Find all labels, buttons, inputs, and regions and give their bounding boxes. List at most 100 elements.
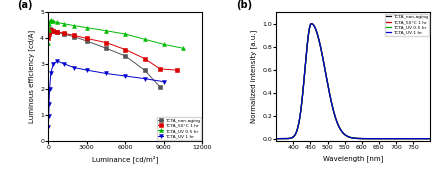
TCTA_50°C 1 hr — [71, 34, 76, 36]
TCTA_UV 0.5 hr — [141, 38, 147, 40]
TCTA_non-aging — [427, 138, 432, 140]
TCTA_50°C 1 hr — [46, 31, 52, 33]
TCTA_UV 0.5 hr — [273, 138, 278, 140]
Legend: TCTA_non-aging, TCTA_50°C 1 hr, TCTA_UV 0.5 hr, TCTA_UV 1 hr: TCTA_non-aging, TCTA_50°C 1 hr, TCTA_UV … — [384, 14, 428, 36]
TCTA_50°C 1 hr — [281, 138, 286, 140]
TCTA_non-aging — [141, 69, 147, 71]
TCTA_UV 1 hr — [71, 66, 76, 69]
TCTA_UV 1 hr — [51, 63, 56, 65]
TCTA_50°C 1 hr — [54, 31, 60, 33]
TCTA_non-aging — [103, 47, 109, 49]
TCTA_non-aging — [54, 31, 60, 33]
TCTA_50°C 1 hr — [46, 37, 51, 39]
TCTA_UV 0.5 hr — [161, 43, 166, 45]
TCTA_UV 0.5 hr — [46, 42, 51, 44]
Line: TCTA_UV 0.5 hr: TCTA_UV 0.5 hr — [46, 18, 184, 50]
TCTA_non-aging — [308, 23, 313, 25]
TCTA_UV 0.5 hr — [51, 20, 56, 22]
Line: TCTA_50°C 1 hr: TCTA_50°C 1 hr — [276, 24, 429, 139]
TCTA_50°C 1 hr — [273, 138, 278, 140]
TCTA_UV 0.5 hr — [61, 23, 66, 25]
Y-axis label: Luminous efficiency [cd/A]: Luminous efficiency [cd/A] — [28, 30, 35, 123]
TCTA_UV 0.5 hr — [46, 29, 51, 31]
TCTA_UV 1 hr — [281, 138, 286, 140]
TCTA_50°C 1 hr — [84, 37, 89, 39]
TCTA_UV 1 hr — [46, 102, 52, 105]
TCTA_UV 1 hr — [84, 69, 89, 71]
Y-axis label: Normalized Intensity [a.u.]: Normalized Intensity [a.u.] — [249, 30, 256, 123]
TCTA_UV 1 hr — [48, 72, 53, 74]
TCTA_50°C 1 hr — [48, 29, 53, 31]
TCTA_UV 0.5 hr — [180, 47, 185, 49]
TCTA_UV 0.5 hr — [47, 20, 52, 22]
TCTA_50°C 1 hr — [157, 68, 162, 70]
Line: TCTA_50°C 1 hr: TCTA_50°C 1 hr — [46, 28, 178, 72]
TCTA_non-aging — [394, 138, 399, 140]
TCTA_UV 1 hr — [273, 138, 278, 140]
TCTA_non-aging — [84, 40, 89, 42]
Text: (a): (a) — [18, 0, 33, 10]
TCTA_50°C 1 hr — [141, 57, 147, 60]
Line: TCTA_non-aging: TCTA_non-aging — [46, 27, 162, 89]
TCTA_UV 1 hr — [308, 23, 313, 25]
TCTA_50°C 1 hr — [51, 30, 56, 32]
TCTA_UV 0.5 hr — [308, 23, 313, 25]
TCTA_50°C 1 hr — [308, 23, 313, 25]
TCTA_50°C 1 hr — [173, 69, 179, 71]
TCTA_UV 0.5 hr — [71, 25, 76, 27]
TCTA_UV 1 hr — [394, 138, 399, 140]
TCTA_non-aging — [273, 138, 278, 140]
TCTA_non-aging — [48, 29, 53, 31]
TCTA_UV 0.5 hr — [122, 33, 127, 35]
TCTA_50°C 1 hr — [348, 137, 353, 139]
TCTA_non-aging — [47, 28, 52, 30]
TCTA_50°C 1 hr — [122, 49, 127, 51]
TCTA_UV 0.5 hr — [394, 138, 399, 140]
Line: TCTA_UV 0.5 hr: TCTA_UV 0.5 hr — [276, 24, 429, 139]
TCTA_UV 0.5 hr — [422, 138, 427, 140]
TCTA_UV 1 hr — [46, 126, 51, 128]
TCTA_UV 1 hr — [122, 75, 127, 77]
TCTA_UV 0.5 hr — [281, 138, 286, 140]
TCTA_UV 0.5 hr — [427, 138, 432, 140]
TCTA_non-aging — [46, 30, 51, 33]
TCTA_UV 1 hr — [141, 78, 147, 80]
TCTA_UV 1 hr — [47, 88, 52, 90]
TCTA_50°C 1 hr — [47, 30, 52, 32]
TCTA_50°C 1 hr — [46, 33, 51, 35]
TCTA_non-aging — [422, 138, 427, 140]
TCTA_non-aging — [422, 138, 427, 140]
Text: (b): (b) — [236, 0, 252, 10]
TCTA_non-aging — [157, 86, 162, 88]
TCTA_50°C 1 hr — [422, 138, 427, 140]
TCTA_non-aging — [61, 33, 66, 35]
TCTA_50°C 1 hr — [394, 138, 399, 140]
TCTA_UV 1 hr — [61, 63, 66, 65]
TCTA_UV 1 hr — [161, 81, 166, 83]
TCTA_non-aging — [344, 135, 349, 137]
TCTA_UV 1 hr — [54, 60, 60, 62]
TCTA_non-aging — [46, 34, 51, 36]
TCTA_UV 1 hr — [46, 115, 51, 117]
TCTA_UV 1 hr — [344, 135, 349, 137]
TCTA_UV 1 hr — [422, 138, 427, 140]
TCTA_non-aging — [348, 137, 353, 139]
Line: TCTA_UV 1 hr: TCTA_UV 1 hr — [46, 59, 166, 129]
TCTA_non-aging — [71, 36, 76, 38]
TCTA_50°C 1 hr — [427, 138, 432, 140]
TCTA_UV 1 hr — [103, 72, 109, 74]
TCTA_non-aging — [51, 30, 56, 32]
TCTA_UV 0.5 hr — [46, 23, 52, 25]
TCTA_non-aging — [281, 138, 286, 140]
TCTA_UV 0.5 hr — [84, 27, 89, 29]
TCTA_50°C 1 hr — [422, 138, 427, 140]
Legend: TCTA_non-aging, TCTA_50°C 1 hr, TCTA_UV 0.5 hr, TCTA_UV 1 hr: TCTA_non-aging, TCTA_50°C 1 hr, TCTA_UV … — [156, 117, 201, 140]
TCTA_UV 1 hr — [427, 138, 432, 140]
TCTA_UV 0.5 hr — [48, 19, 53, 21]
TCTA_UV 0.5 hr — [103, 30, 109, 32]
TCTA_50°C 1 hr — [103, 42, 109, 44]
TCTA_UV 1 hr — [348, 137, 353, 139]
TCTA_50°C 1 hr — [61, 32, 66, 34]
TCTA_UV 0.5 hr — [54, 21, 60, 23]
X-axis label: Luminance [cd/m²]: Luminance [cd/m²] — [92, 156, 158, 163]
